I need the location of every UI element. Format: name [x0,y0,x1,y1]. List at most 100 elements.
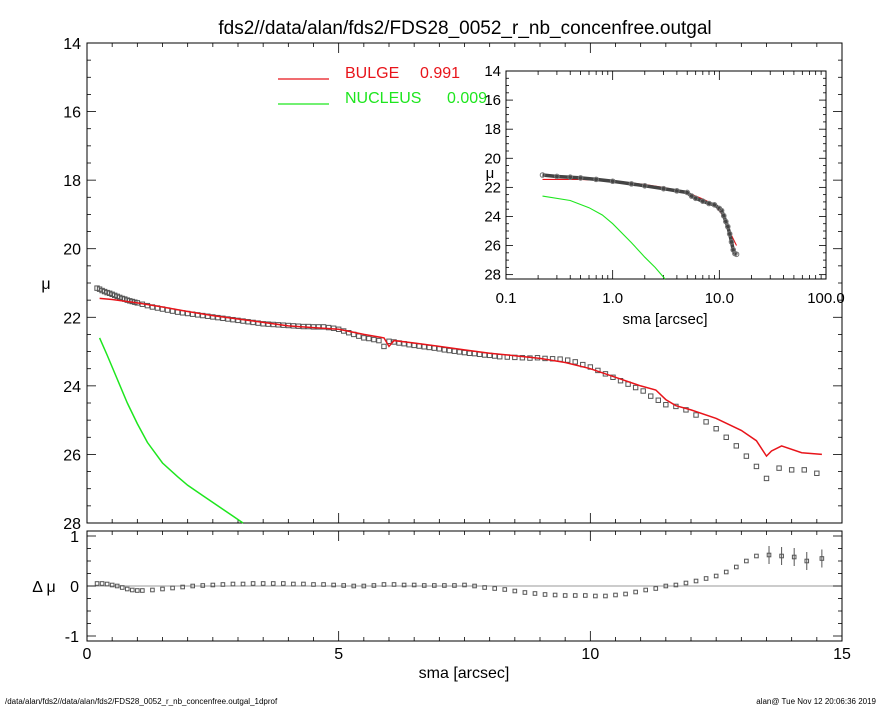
residual-point [331,582,336,588]
residual-point [210,582,216,588]
legend-label-bulge: BULGE [345,65,399,82]
data-point [728,239,735,245]
data-point [315,324,322,330]
y-tick-label: 26 [63,447,81,464]
y-tick-label: 18 [63,173,81,190]
x-tick-label: 10.0 [705,290,734,307]
nucleus-line [542,195,666,280]
data-point [371,336,377,343]
x-tick-label: 10 [581,646,599,663]
y-tick-label: 22 [484,179,501,196]
residual-point [779,553,784,559]
data-point [733,443,739,449]
residual-point [744,558,749,564]
data-point [446,347,453,354]
y-tick-label: 18 [484,121,501,138]
residual-point [270,581,276,586]
chart-title: fds2//data/alan/fds2/FDS28_0052_r_nb_con… [218,18,711,39]
data-point [567,174,574,180]
data-point [554,173,560,180]
data-point [609,178,616,185]
data-point [250,319,256,326]
data-point [466,350,473,356]
data-point [723,434,729,440]
data-point [456,349,463,355]
data-point [346,330,352,336]
residual-point [130,587,135,593]
data-point [451,348,458,354]
data-point [674,188,680,194]
residual-point [391,582,397,587]
residual-point [804,558,810,564]
data-point [753,463,760,470]
residual-point [104,581,110,587]
residual-point [311,582,316,587]
residual-point [99,581,105,586]
data-point [763,475,770,482]
data-point [240,318,246,324]
data-point [648,393,654,399]
y-tick-label: 14 [63,36,81,53]
data-point [706,200,712,207]
data-point [632,384,639,391]
data-point [718,207,725,214]
data-point [788,467,795,473]
legend: BULGE 0.991 NUCLEUS 0.009 [278,65,487,107]
residual-point [512,588,518,594]
legend-value-bulge: 0.991 [420,65,460,82]
data-point [519,355,526,361]
x-tick-label: 5 [334,646,343,663]
residual-point [220,582,226,587]
data-point [577,175,584,181]
residual-point [683,580,689,586]
data-point [230,316,236,323]
data-point [225,316,231,322]
residual-point [381,582,387,587]
residual-point [603,593,608,599]
data-point [660,185,667,192]
residual-point [713,573,719,579]
residual-point [240,581,246,587]
residual-point [442,583,447,588]
data-point [461,349,468,356]
residual-point [190,583,195,589]
data-point [628,181,635,187]
y-axis-label: Δ μ [32,579,55,596]
residual-point [492,586,497,591]
data-point [366,335,372,342]
data-point [720,212,727,219]
residual-point [593,593,598,599]
residual-point [150,587,155,593]
residual-point [170,585,175,591]
data-point [260,321,266,327]
residual-point [819,556,825,561]
data-point [376,337,382,344]
y-tick-label: 26 [484,238,501,255]
data-point [325,324,332,331]
residual-point [472,583,477,589]
y-tick-label: 28 [63,516,81,533]
residual-point [291,581,296,587]
data-point [564,357,571,363]
residual-point [623,591,628,597]
y-tick-label: 1 [70,529,79,546]
data-point [814,470,820,476]
footer-timestamp: alan@ Tue Nov 12 20:06:36 2019 [756,697,876,706]
x-tick-label: 0.1 [496,290,517,307]
residual-point [281,581,286,586]
data-point [572,359,578,365]
residual-point [401,582,407,588]
residual-point [230,581,236,587]
data-point [356,333,362,339]
data-point [724,223,731,230]
residual-point [411,582,417,588]
residual-point [542,592,548,597]
y-tick-label: 22 [63,310,81,327]
data-point [693,412,699,418]
residual-point [552,592,558,598]
data-point [640,388,646,394]
residual-point [371,583,377,588]
residual-point [421,583,427,588]
main-plot: 14 16 18 20 22 24 26 28 μ [41,36,843,533]
